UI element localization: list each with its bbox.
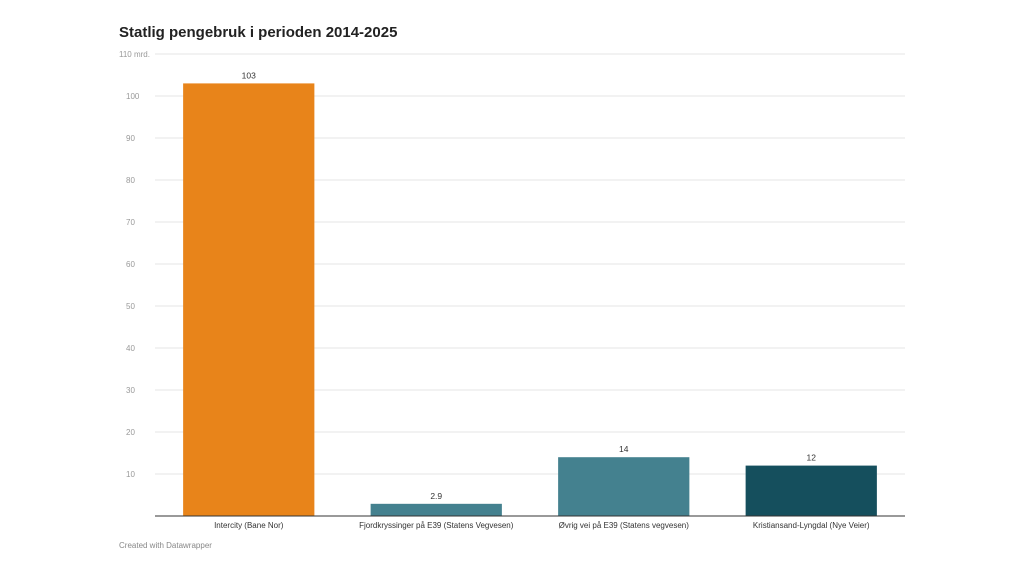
x-category-label: Kristiansand-Lyngdal (Nye Veier) xyxy=(753,521,870,530)
y-tick-label: 60 xyxy=(126,260,135,269)
x-category-label: Øvrig vei på E39 (Statens vegvesen) xyxy=(559,521,690,530)
bar xyxy=(745,465,877,516)
bar-value-label: 14 xyxy=(619,444,629,454)
bar-value-label: 103 xyxy=(242,70,256,80)
y-tick-label: 90 xyxy=(126,134,135,143)
bar xyxy=(558,457,690,516)
footer-credit: Created with Datawrapper xyxy=(119,541,212,550)
bar-value-label: 2.9 xyxy=(430,491,442,501)
y-tick-label: 40 xyxy=(126,344,135,353)
chart-title: Statlig pengebruk i perioden 2014-2025 xyxy=(119,24,398,41)
bar-value-label: 12 xyxy=(807,453,817,463)
bar xyxy=(370,503,502,516)
x-category-label: Fjordkryssinger på E39 (Statens Vegvesen… xyxy=(359,521,514,530)
y-tick-label: 70 xyxy=(126,218,135,227)
y-tick-label: 50 xyxy=(126,302,135,311)
y-tick-label: 10 xyxy=(126,470,135,479)
y-unit-label: 110 mrd. xyxy=(119,50,150,59)
y-tick-label: 30 xyxy=(126,386,135,395)
y-tick-label: 100 xyxy=(126,92,140,101)
y-tick-label: 20 xyxy=(126,428,135,437)
bar xyxy=(183,83,315,517)
x-category-label: Intercity (Bane Nor) xyxy=(214,521,284,530)
y-tick-label: 80 xyxy=(126,176,135,185)
